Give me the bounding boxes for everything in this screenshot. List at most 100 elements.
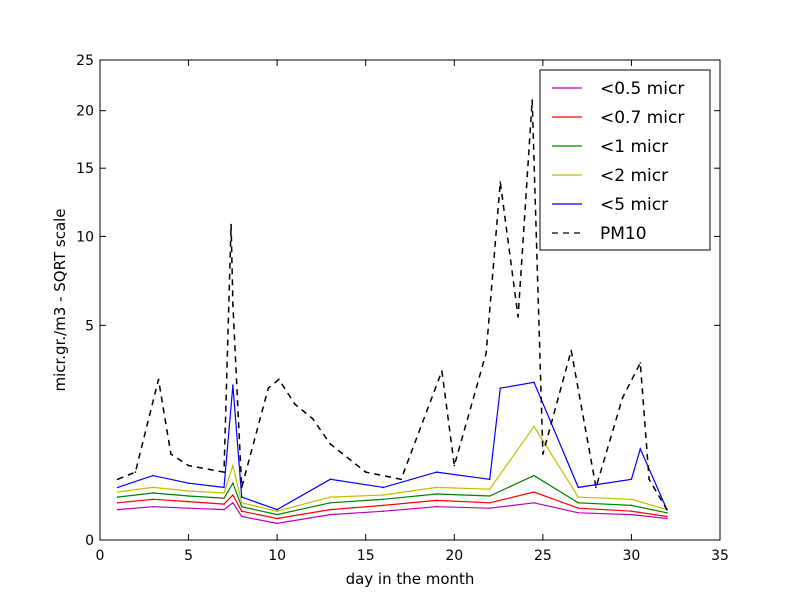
data-point-1-3 (223, 503, 225, 505)
data-point-4-8 (382, 486, 385, 489)
data-point-5-26 (639, 362, 642, 364)
data-point-4-12 (533, 381, 535, 384)
data-point-5-18 (485, 352, 488, 354)
data-point-5-6 (230, 223, 232, 226)
data-point-4-11 (499, 387, 502, 390)
data-point-0-4 (232, 502, 234, 504)
data-point-1-8 (382, 504, 385, 507)
data-point-2-4 (232, 482, 234, 485)
data-point-0-9 (435, 505, 438, 508)
series-layer (116, 99, 668, 525)
data-point-3-2 (187, 490, 190, 492)
data-point-2-12 (577, 502, 580, 504)
data-point-3-4 (232, 464, 234, 467)
data-point-1-1 (152, 498, 154, 501)
data-point-5-23 (570, 349, 572, 352)
data-point-2-1 (152, 492, 154, 494)
data-point-4-5 (240, 496, 243, 498)
data-point-4-3 (223, 486, 225, 489)
data-point-0-8 (382, 510, 385, 512)
data-point-4-13 (577, 486, 580, 489)
data-point-2-3 (223, 497, 225, 500)
data-point-3-7 (329, 496, 332, 498)
x-axis-label: day in the month (346, 570, 475, 588)
y-axis-label: micr.gr./m3 - SQRT scale (51, 208, 69, 391)
data-point-5-13 (329, 443, 332, 445)
data-point-3-13 (630, 498, 633, 501)
data-point-1-2 (187, 500, 190, 503)
data-point-4-1 (152, 474, 154, 477)
data-point-3-9 (435, 486, 438, 489)
data-point-1-0 (116, 502, 119, 504)
legend: <0.5 micr <0.7 micr <1 micr <2 micr <5 micr P… (539, 69, 711, 251)
data-point-2-0 (116, 496, 119, 498)
legend-box (539, 69, 711, 251)
data-point-5-24 (595, 486, 597, 489)
data-point-2-9 (435, 493, 438, 495)
data-point-5-0 (116, 478, 119, 481)
legend-label-4: <5 micr (600, 195, 668, 215)
data-point-0-10 (488, 507, 491, 510)
data-point-2-8 (382, 498, 385, 501)
data-point-0-11 (533, 502, 535, 504)
y-tick-label-3: 15 (76, 161, 94, 177)
data-point-3-8 (382, 494, 385, 496)
y-tick-label-1: 5 (85, 318, 94, 334)
data-point-4-15 (639, 448, 642, 450)
x-tick-label-4: 20 (445, 548, 463, 564)
data-point-1-7 (329, 508, 332, 511)
data-point-1-11 (533, 491, 535, 493)
data-point-4-9 (435, 471, 438, 473)
data-point-5-21 (531, 99, 533, 101)
y-tick-label-4: 20 (76, 104, 94, 120)
data-point-4-0 (116, 486, 119, 489)
y-tick-label-0: 0 (85, 533, 94, 549)
data-point-1-6 (276, 517, 278, 520)
data-point-1-4 (232, 494, 234, 496)
data-point-2-7 (329, 502, 332, 504)
data-point-4-10 (488, 478, 491, 481)
data-point-0-6 (276, 522, 278, 525)
data-point-5-22 (542, 453, 544, 455)
data-point-0-12 (577, 512, 580, 514)
data-point-5-2 (157, 378, 160, 381)
data-point-5-8 (240, 486, 243, 489)
data-point-0-5 (240, 515, 243, 518)
data-point-3-3 (223, 492, 225, 494)
data-point-5-9 (267, 387, 270, 390)
data-point-5-25 (621, 396, 624, 399)
data-point-5-3 (170, 453, 172, 455)
data-point-5-4 (187, 464, 190, 467)
data-point-3-5 (240, 502, 243, 504)
data-point-5-7 (232, 304, 234, 306)
data-point-1-14 (666, 515, 668, 518)
data-point-3-0 (116, 491, 119, 493)
data-point-0-0 (116, 508, 119, 511)
data-point-4-7 (329, 478, 332, 481)
data-point-0-1 (152, 505, 154, 508)
x-tick-label-3: 15 (357, 548, 375, 564)
data-point-5-1 (134, 471, 137, 473)
data-point-2-5 (240, 505, 243, 508)
data-point-4-4 (232, 384, 234, 387)
data-point-4-14 (630, 478, 633, 481)
legend-label-1: <0.7 micr (600, 108, 684, 128)
legend-label-5: PM10 (600, 224, 647, 244)
data-point-0-7 (329, 513, 332, 516)
data-point-5-27 (648, 478, 650, 481)
data-point-2-10 (488, 495, 491, 497)
x-tick-label-6: 30 (623, 548, 641, 564)
data-point-0-14 (666, 517, 668, 520)
legend-label-0: <0.5 micr (600, 79, 684, 99)
data-point-2-2 (187, 495, 190, 497)
x-tick-label-7: 35 (711, 548, 729, 564)
data-point-5-17 (453, 464, 456, 467)
data-point-4-2 (187, 482, 190, 485)
data-point-3-11 (533, 425, 535, 428)
data-point-3-12 (577, 496, 580, 498)
plot-area (99, 59, 721, 541)
y-tick-label-2: 10 (76, 229, 94, 245)
y-tick-label-5: 25 (76, 53, 94, 69)
x-tick-label-5: 25 (534, 548, 552, 564)
